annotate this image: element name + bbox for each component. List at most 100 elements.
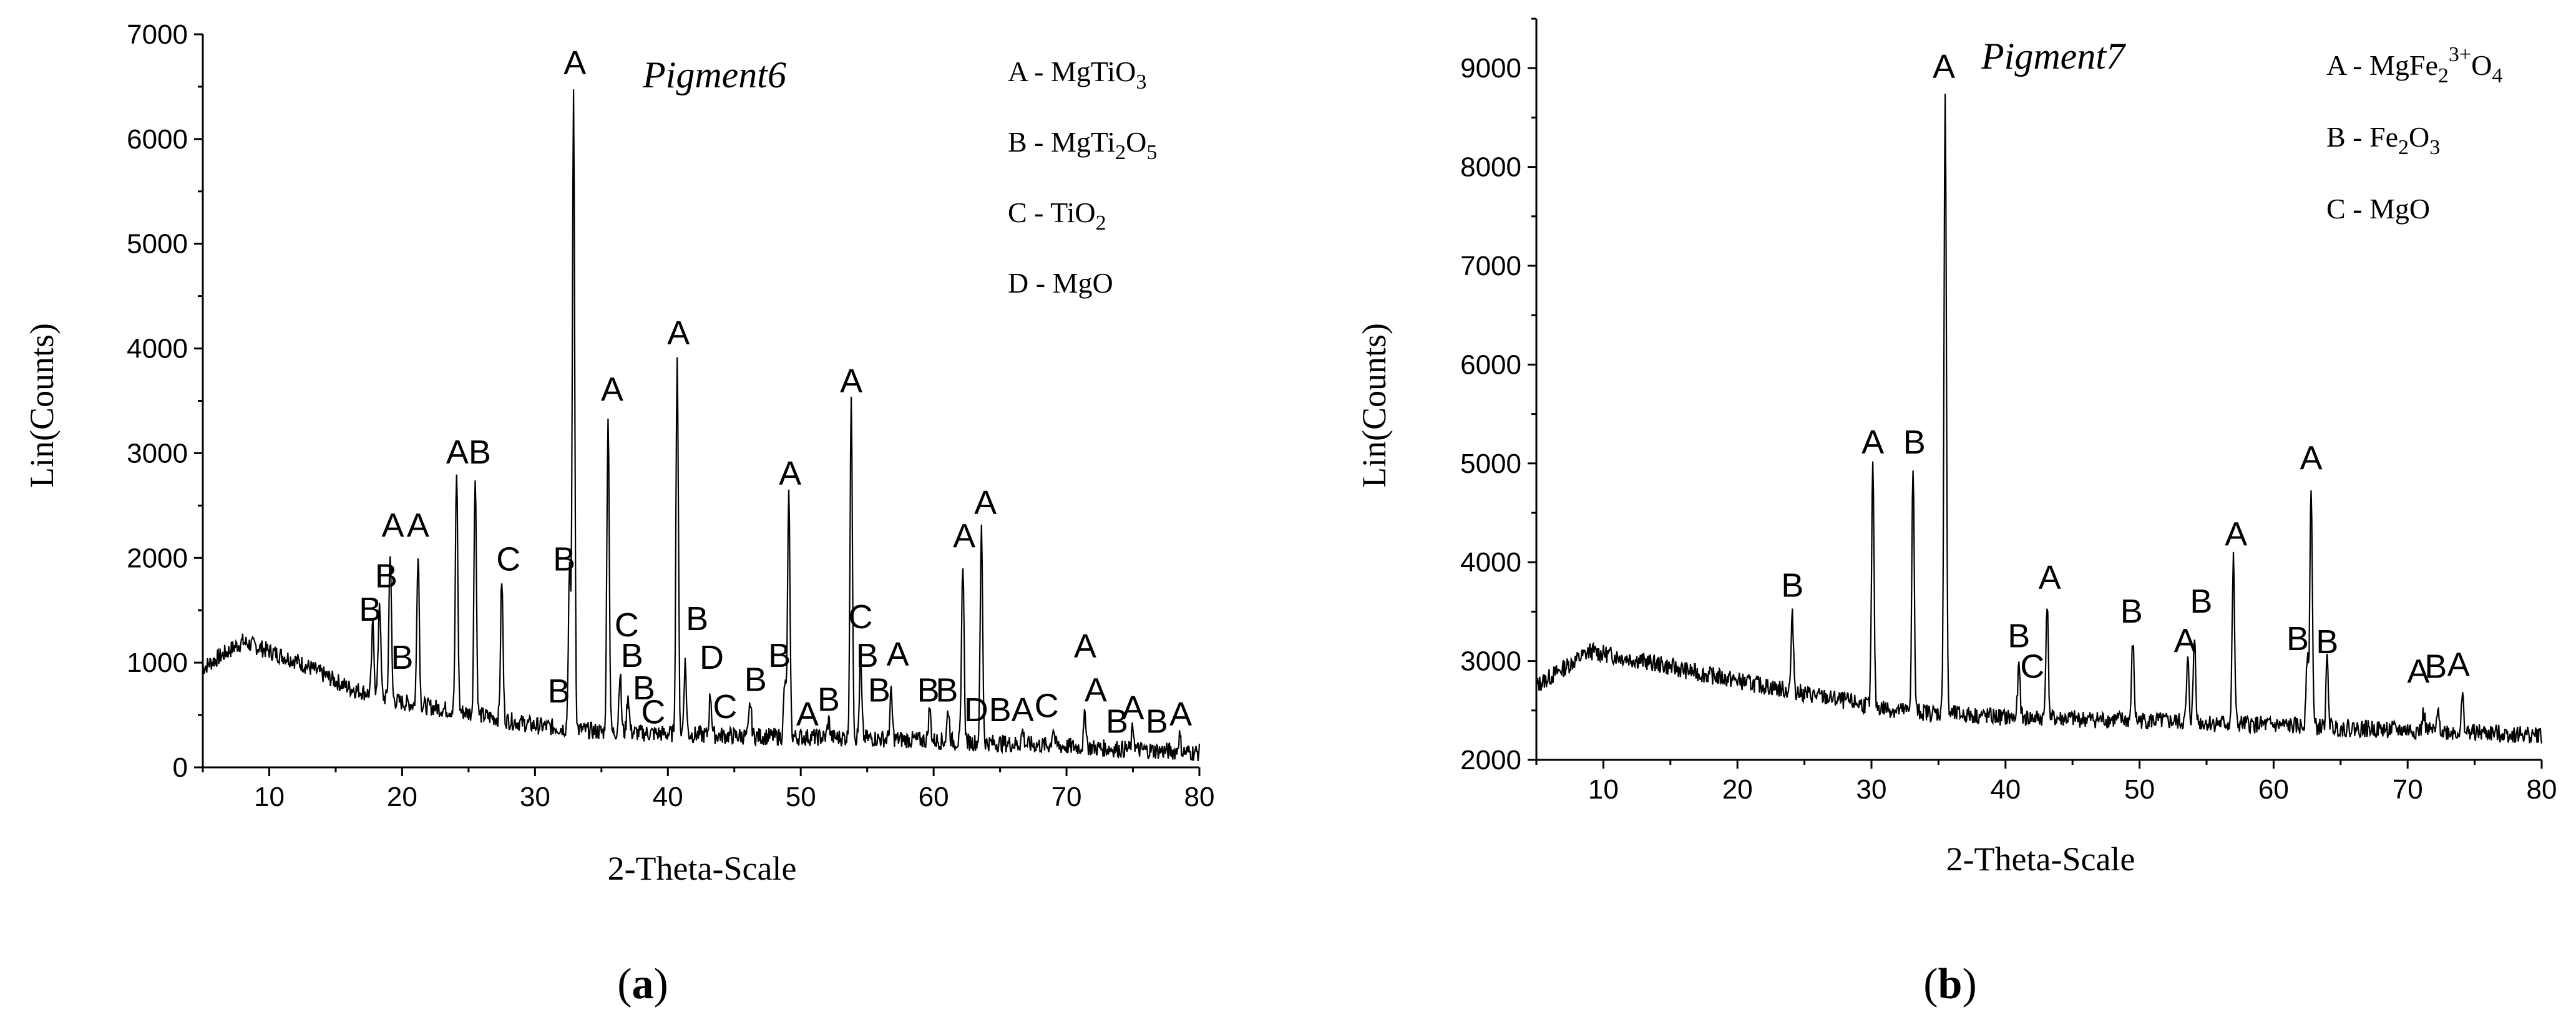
peak-label-B: B [2190,583,2212,620]
peak-label-A: A [381,507,404,545]
peak-label-A: A [1933,48,1955,85]
legend-entry-part: D - MgO [1008,267,1113,299]
peak-label-A: A [2225,515,2247,553]
peak-label-D: D [964,691,988,729]
x-tick-label: 30 [520,782,550,812]
peak-label-A: A [2447,646,2470,683]
peak-label-A: A [407,507,429,545]
x-tick-label: 50 [2124,774,2155,805]
peak-label-A: A [840,362,862,400]
y-tick-label: 4000 [127,334,188,364]
peak-label-A: A [1074,628,1096,665]
y-tick-label: 3000 [127,438,188,469]
panel-a-x-axis-title: 2-Theta-Scale [608,850,797,887]
panel-b-caption-letter: b [1938,960,1963,1008]
legend-entry-part: A - MgFe [2326,49,2438,81]
y-tick-label: 9000 [1460,53,1521,84]
legend-entry-C: C - TiO2 [1008,197,1106,235]
x-tick-label: 70 [2393,774,2423,805]
peak-label-B: B [935,671,958,709]
x-tick-label: 60 [2258,774,2289,805]
legend-entry-part: B - Fe [2326,121,2398,153]
legend-entry-part: O [2471,49,2492,81]
peak-label-B: B [856,637,879,674]
x-tick-label: 30 [1856,774,1887,805]
peak-label-D: D [700,639,724,676]
peak-label-A: A [1861,424,1884,461]
peak-label-A: A [2407,653,2429,690]
peak-label-B: B [868,671,890,709]
x-tick-label: 50 [786,782,816,812]
panel-a-caption-letter: a [632,960,654,1008]
x-tick-label: 80 [2527,774,2557,805]
panel-b-y-axis-title: Lin(Counts) [1355,323,1393,488]
y-tick-label: 7000 [1460,251,1521,281]
peak-label-A: A [2300,439,2323,477]
panel-a-legend: A - MgTiO3 B - MgTi2O5 C - TiO2 D - MgO [1008,56,1157,299]
legend-entry-part: 2 [2398,136,2409,159]
legend-entry-part: O [1126,126,1146,158]
panel-b-caption: (b) [1923,960,1977,1008]
peak-label-A: A [1085,671,1107,709]
x-tick-label: 10 [254,782,285,812]
peak-label-A: A [953,518,975,555]
x-tick-label: 20 [387,782,417,812]
panel-a-title: Pigment6 [642,54,786,95]
peak-label-B: B [375,557,398,595]
legend-entry-part: 3 [2429,136,2440,159]
peak-label-B: B [1146,703,1168,741]
panel-b-x-axis-title: 2-Theta-Scale [1946,840,2135,878]
peak-label-B: B [2120,593,2143,630]
legend-entry-D: D - MgO [1008,267,1113,299]
x-tick-label: 70 [1051,782,1082,812]
peak-label-C: C [2020,648,2044,686]
panel-a-diffraction-trace [202,89,1201,762]
panel-b-title: Pigment7 [1981,36,2127,77]
x-tick-label: 10 [1588,774,1619,805]
y-tick-label: 1000 [127,648,188,678]
x-tick-label: 80 [1184,782,1215,812]
peak-label-B: B [744,661,767,698]
y-tick-label: 6000 [1460,349,1521,380]
x-tick-label: 40 [653,782,683,812]
y-tick-label: 8000 [1460,152,1521,183]
peak-label-B: B [2286,620,2309,658]
legend-entry-part: 2 [2438,64,2449,87]
y-tick-label: 3000 [1460,646,1521,677]
peak-label-B: B [553,540,575,578]
y-tick-label: 6000 [127,124,188,155]
peak-label-A: A [974,484,997,522]
panel-a: 10 20 30 40 50 60 70 80 0 1000 2000 3000 4000 5000 600… [23,19,1214,1008]
peak-label-A: A [887,636,909,673]
legend-entry-A: A - MgTiO3 [1008,56,1146,94]
peak-label-C: C [615,606,639,644]
legend-entry-B: B - MgTi2O5 [1008,126,1157,164]
legend-entry-part: 2 [1096,211,1106,235]
legend-entry-part: B - MgTi [1008,126,1115,158]
peak-label-B: B [2008,617,2030,654]
peak-label-B: B [359,591,381,628]
peak-label-B: B [2424,648,2447,686]
legend-entry-B: B - Fe2O3 [2326,121,2440,159]
peak-label-C: C [641,694,665,731]
peak-label-A: A [1169,696,1192,733]
peak-label-B: B [1781,567,1803,605]
peak-label-C: C [1035,687,1059,724]
peak-label-A: A [2039,559,2061,596]
peak-label-A: A [667,314,690,352]
peak-label-A: A [601,371,623,409]
legend-entry-part: C - TiO [1008,197,1096,228]
peak-label-B: B [768,637,791,674]
legend-entry-A: A - MgFe23+O4 [2326,43,2502,87]
peak-label-A: A [2174,622,2197,659]
peak-label-C: C [713,688,737,726]
y-tick-label: 5000 [127,229,188,260]
panel-b-diffraction-trace [1535,94,2543,744]
y-tick-label: 0 [173,752,188,783]
panel-a-caption: (a) [617,960,668,1008]
